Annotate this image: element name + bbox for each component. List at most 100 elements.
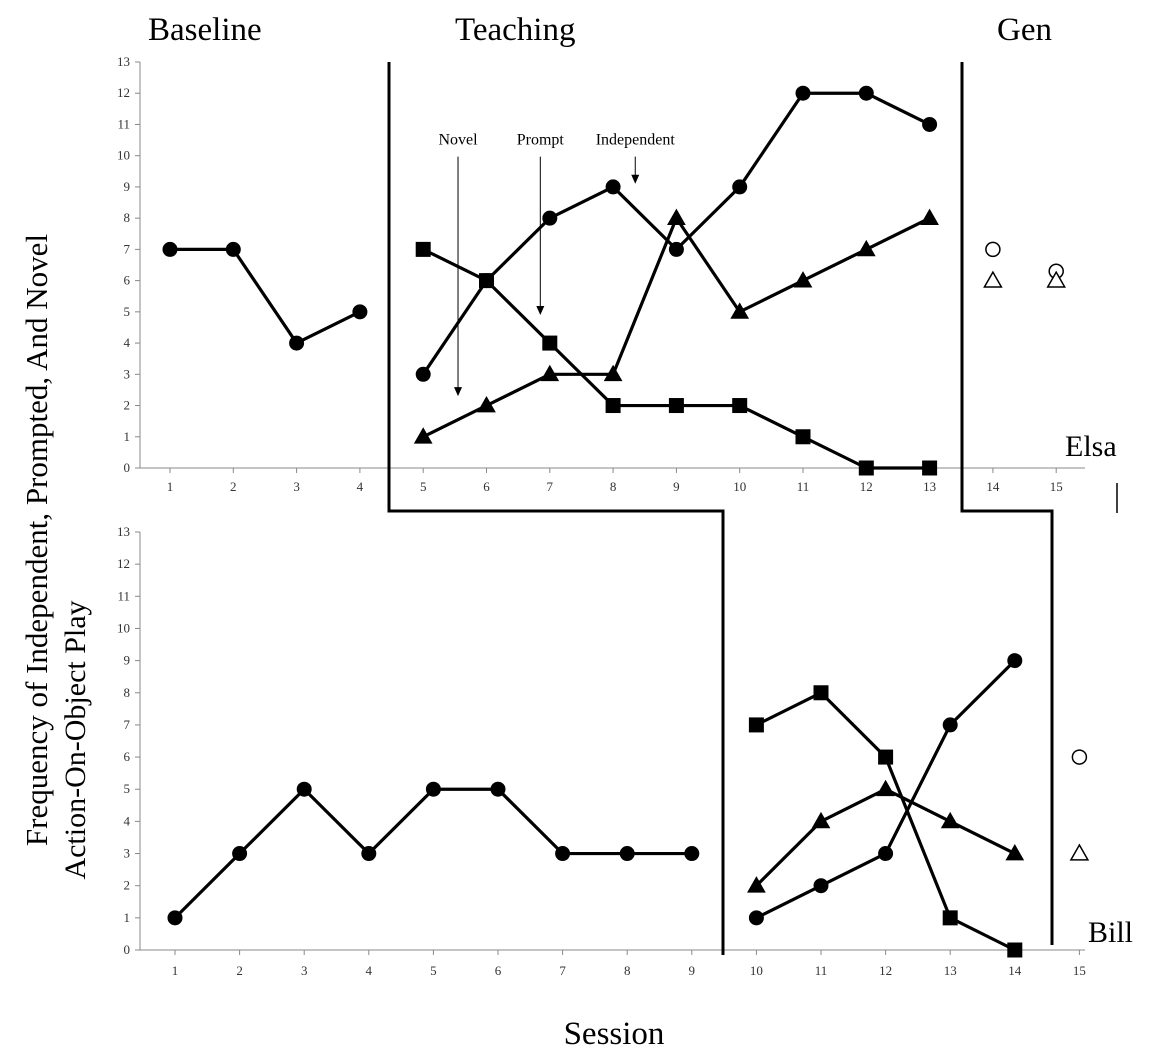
data-point-triangle-filled [920,208,939,226]
data-point-triangle-filled [603,364,623,382]
participant-label: Elsa [1065,430,1117,463]
x-tick-label: 1 [172,963,179,978]
data-point-circle-filled [352,304,368,320]
data-point-circle-filled [296,781,312,797]
x-tick-label: 6 [483,479,490,494]
data-point-circle-filled [555,846,571,862]
x-tick-label: 1 [167,479,174,494]
x-tick-label: 4 [357,479,364,494]
x-tick-label: 8 [624,963,631,978]
y-tick-label: 6 [124,749,131,764]
y-tick-label: 4 [124,335,131,350]
y-tick-label: 12 [117,556,130,571]
x-tick-label: 3 [301,963,308,978]
data-point-square-filled [795,429,811,445]
data-point-triangle-filled [667,208,686,226]
x-tick-label: 5 [420,479,427,494]
annotation-label: Prompt [517,132,565,149]
data-point-triangle-filled [747,876,766,893]
y-tick-label: 2 [124,398,131,413]
y-tick-label: 10 [117,620,130,635]
data-point-square-filled [1007,942,1023,958]
data-point-circle-filled [732,179,748,195]
series-line-circle-filled [170,247,361,345]
data-point-square-filled [813,685,829,701]
x-tick-label: 6 [495,963,502,978]
x-tick-label: 10 [733,479,746,494]
phase-change-line [387,62,725,955]
data-point-square-filled [858,460,874,476]
series-line-circle-filled [421,91,931,376]
y-axis-title-line1: Frequency of Independent, Prompted, And … [19,234,54,846]
phase-labels: Baseline Teaching Gen [148,12,1052,48]
x-tick-label: 7 [547,479,554,494]
data-point-square-filled [668,398,684,414]
y-tick-label: 2 [124,878,131,893]
x-tick-label: 15 [1073,963,1086,978]
x-tick-label: 13 [944,963,957,978]
annotation-arrow-head [631,174,640,184]
x-tick-label: 14 [986,479,1000,494]
data-point-circle-filled [605,179,621,195]
data-point-square-filled [748,717,764,733]
y-tick-label: 8 [124,210,131,225]
x-tick-label: 11 [797,479,810,494]
y-axis-title: Frequency of Independent, Prompted, And … [19,234,92,880]
x-tick-label: 10 [750,963,763,978]
phase-change-lines [387,62,1118,955]
y-tick-label: 7 [124,241,131,256]
y-tick-label: 10 [117,148,130,163]
data-point-circle-filled [167,910,183,926]
data-point-triangle-filled [876,779,895,797]
series-line-circle-filled [173,787,692,919]
annotation-arrow-head [454,387,463,397]
data-point-circle-filled [684,846,700,862]
data-point-triangle-filled [793,271,813,288]
y-tick-label: 8 [124,685,131,700]
data-point-square-filled [922,460,938,476]
x-tick-label: 13 [923,479,936,494]
x-tick-label: 12 [879,963,892,978]
data-point-circle-filled [425,781,441,797]
annotation-arrow-head [536,305,545,315]
y-tick-label: 9 [124,179,131,194]
data-point-square-filled [542,335,558,351]
data-point-circle-filled [225,241,241,257]
data-point-circle-filled [813,878,829,894]
phase-label-teaching: Teaching [455,12,575,48]
y-tick-label: 1 [124,429,131,444]
x-tick-label: 3 [293,479,300,494]
data-point-square-filled [415,241,431,257]
y-tick-label: 11 [117,116,130,131]
series-line-triangle-filled [755,787,1016,887]
data-point-square-filled [732,398,748,414]
data-point-circle-filled [748,910,764,926]
y-tick-label: 0 [124,942,131,957]
y-tick-label: 1 [124,910,131,925]
data-point-circle-filled [361,846,377,862]
data-point-triangle-open [983,270,1003,288]
annotation-label: Novel [438,132,478,149]
y-tick-label: 4 [124,813,131,828]
y-tick-label: 5 [124,304,131,319]
data-point-circle-filled [668,241,684,257]
data-point-circle-filled [795,85,811,101]
series-line-square-filled [422,247,930,470]
data-point-triangle-filled [856,239,876,257]
y-tick-label: 13 [117,54,130,69]
x-tick-label: 9 [673,479,680,494]
data-point-square-filled [942,910,958,926]
data-point-triangle-filled [477,396,496,413]
data-point-triangle-filled [940,811,960,829]
x-tick-label: 5 [430,963,437,978]
data-point-square-filled [479,273,494,289]
y-tick-label: 5 [124,781,131,796]
x-tick-label: 2 [230,479,237,494]
data-point-circle-open [1071,749,1088,765]
series-line-square-filled [755,691,1016,952]
data-point-circle-filled [858,85,874,101]
data-point-triangle-filled [811,811,831,829]
